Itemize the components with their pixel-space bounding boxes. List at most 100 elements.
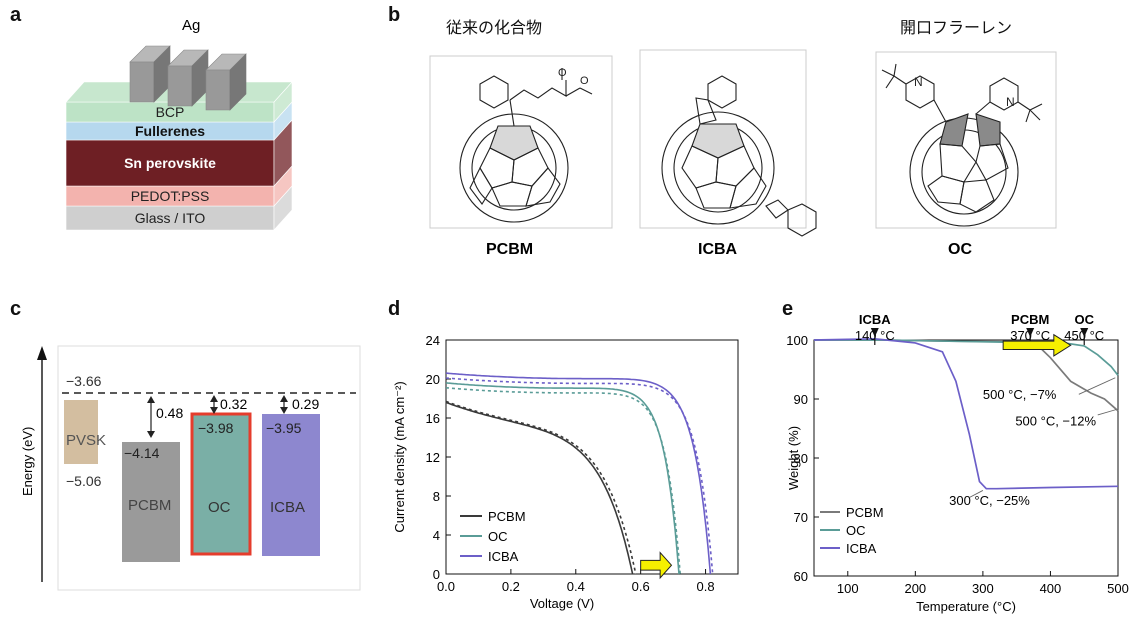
icba-label: ICBA bbox=[270, 499, 305, 516]
y-tick-label: 24 bbox=[426, 333, 440, 348]
oc-nitrogen-left: N bbox=[914, 75, 923, 89]
series-icba bbox=[445, 372, 712, 575]
panel-label-b: b bbox=[388, 4, 401, 26]
pvsk-bar bbox=[64, 400, 98, 464]
shift-arrow bbox=[640, 551, 673, 580]
legend-label-icba: ICBA bbox=[846, 541, 877, 556]
icba-bar bbox=[262, 414, 320, 556]
y-tick-label: 60 bbox=[794, 569, 808, 584]
y-tick-label: 0 bbox=[433, 567, 440, 582]
x-tick-label: 300 bbox=[972, 581, 994, 596]
y-tick-label: 16 bbox=[426, 411, 440, 426]
pcbm-label: PCBM bbox=[128, 497, 171, 514]
x-tick-label: 0.2 bbox=[502, 579, 520, 594]
layer-bcp-label: BCP bbox=[156, 104, 185, 120]
oc-bar bbox=[190, 412, 252, 556]
shift-arrow bbox=[1002, 333, 1072, 357]
series-oc-dashed bbox=[445, 387, 681, 575]
series-pcbm bbox=[445, 401, 634, 575]
annotation-oc-loss: 500 °C, −7% bbox=[983, 387, 1057, 402]
x-tick-label: 200 bbox=[904, 581, 926, 596]
onset-name-icba: ICBA bbox=[859, 312, 891, 327]
panel-label-c: c bbox=[10, 298, 22, 320]
series-oc bbox=[814, 339, 1119, 376]
onset-arrowhead-oc bbox=[1080, 328, 1089, 337]
y-tick-label: 100 bbox=[786, 333, 808, 348]
compound-name-pcbm: PCBM bbox=[486, 241, 533, 258]
annotation-icba-leader bbox=[969, 490, 984, 498]
layer-fullerenes-label: Fullerenes bbox=[135, 123, 205, 139]
y-tick-label: 20 bbox=[426, 372, 440, 387]
y-tick-label: 8 bbox=[433, 489, 440, 504]
icba-offset: 0.29 bbox=[292, 396, 319, 412]
svg-text:O: O bbox=[580, 75, 589, 87]
panel-label-d: d bbox=[388, 298, 401, 320]
panel-label-a: a bbox=[10, 4, 22, 26]
svg-text:O: O bbox=[558, 67, 567, 79]
panel-label-e: e bbox=[782, 298, 794, 320]
jv-curve-chart: 0.0 0.2 0.4 0.6 0.8 0 4 8 12 16 20 24 Voltage (V) Cur… bbox=[392, 333, 739, 611]
legend-label-oc: OC bbox=[488, 529, 508, 544]
legend-label-pcbm: PCBM bbox=[488, 509, 526, 524]
oc-label: OC bbox=[208, 499, 231, 516]
x-tick-label: 0.8 bbox=[697, 579, 715, 594]
annotation-pcbm-loss: 500 °C, −12% bbox=[1015, 414, 1096, 429]
y-tick-label: 80 bbox=[794, 451, 808, 466]
y-tick-label: 90 bbox=[794, 392, 808, 407]
x-tick-label: 500 bbox=[1107, 581, 1129, 596]
series-oc bbox=[445, 382, 680, 575]
pcbm-bar bbox=[122, 442, 180, 562]
vacuum-level-value: −3.66 bbox=[66, 373, 102, 389]
icba-structure bbox=[661, 75, 817, 237]
energy-axis-label: Energy (eV) bbox=[20, 427, 35, 496]
annotation-icba-loss: 300 °C, −25% bbox=[949, 493, 1030, 508]
oc-lumo: −3.98 bbox=[198, 420, 234, 436]
x-tick-label: 0.4 bbox=[567, 579, 585, 594]
layer-sn-perovskite bbox=[65, 119, 293, 187]
y-tick-label: 12 bbox=[426, 450, 440, 465]
ag-electrodes bbox=[129, 45, 247, 111]
series-pcbm-dashed bbox=[445, 400, 637, 575]
molecule-structures: O O PCBM ICBA N bbox=[429, 49, 1057, 258]
compound-name-oc: OC bbox=[948, 241, 972, 258]
icba-lumo: −3.95 bbox=[266, 420, 302, 436]
x-tick-label: 100 bbox=[837, 581, 859, 596]
legend-label-icba: ICBA bbox=[488, 549, 519, 564]
x-tick-label: 0.0 bbox=[437, 579, 455, 594]
onset-name-pcbm: PCBM bbox=[1011, 312, 1049, 327]
layer-glass-ito-label: Glass / ITO bbox=[135, 210, 206, 226]
layer-pedot-pss-label: PEDOT:PSS bbox=[131, 188, 210, 204]
x-tick-label: 0.6 bbox=[632, 579, 650, 594]
device-stack-diagram: Ag Glass / ITO PEDOT:PSS Sn perovskite Full… bbox=[65, 17, 293, 231]
onset-name-oc: OC bbox=[1074, 312, 1094, 327]
series-icba bbox=[813, 337, 1119, 490]
pcbm-offset: 0.48 bbox=[156, 405, 183, 421]
compound-name-icba: ICBA bbox=[698, 241, 738, 258]
annotation-oc-leader bbox=[1078, 377, 1116, 395]
oc-structure bbox=[881, 63, 1043, 227]
oc-nitrogen-right: N bbox=[1006, 95, 1015, 109]
pcbm-structure bbox=[459, 68, 593, 223]
pvsk-label: PVSK bbox=[66, 432, 106, 449]
energy-level-diagram: Energy (eV) −3.66 PVSK −5.06 −4.14 PCBM … bbox=[20, 345, 361, 591]
open-fullerene-heading: 開口フラーレン bbox=[900, 18, 1013, 37]
tga-curve-chart: 100 200 300 400 500 60 70 80 90 100 Temperature (°… bbox=[786, 312, 1129, 614]
pvsk-homo: −5.06 bbox=[66, 473, 102, 489]
conventional-compounds-heading: 従来の化合物 bbox=[446, 18, 543, 37]
y-tick-label: 70 bbox=[794, 510, 808, 525]
series-pcbm bbox=[814, 339, 1119, 412]
legend-label-pcbm: PCBM bbox=[846, 505, 884, 520]
onset-arrowhead-icba bbox=[870, 328, 879, 337]
y-axis-label: Weight (%) bbox=[786, 426, 801, 490]
annotation-pcbm-leader bbox=[1097, 409, 1117, 416]
x-tick-label: 400 bbox=[1040, 581, 1062, 596]
y-tick-label: 4 bbox=[433, 528, 440, 543]
oc-offset: 0.32 bbox=[220, 396, 247, 412]
x-axis-label: Voltage (V) bbox=[530, 596, 594, 611]
electrode-label: Ag bbox=[182, 17, 200, 34]
onset-arrowhead-pcbm bbox=[1026, 328, 1035, 337]
legend-label-oc: OC bbox=[846, 523, 866, 538]
series-icba-dashed bbox=[445, 377, 714, 575]
y-axis-label: Current density (mA cm⁻²) bbox=[392, 381, 407, 532]
x-axis-label: Temperature (°C) bbox=[916, 599, 1016, 614]
